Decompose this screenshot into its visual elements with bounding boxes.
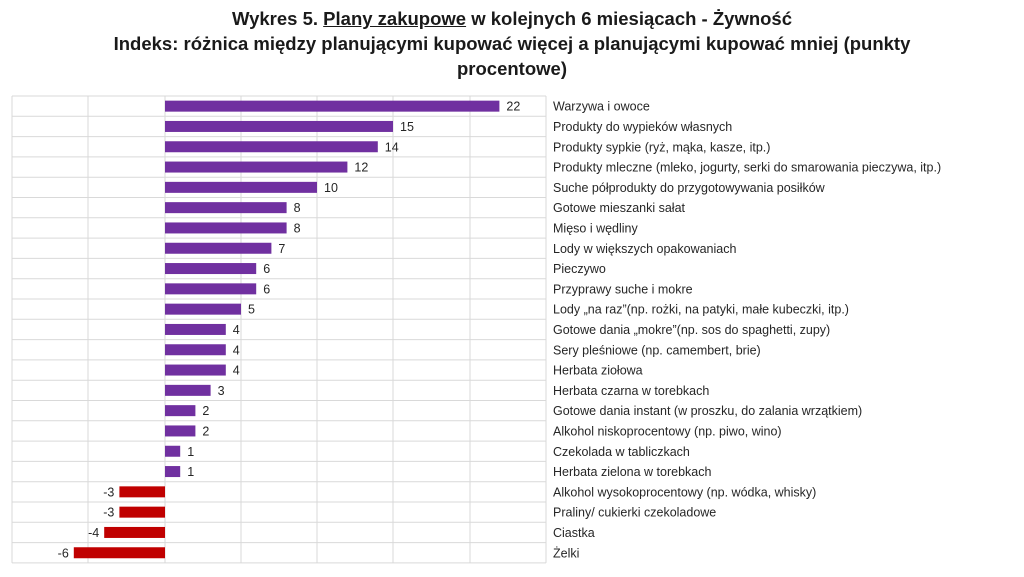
bar (165, 384, 211, 396)
bar (165, 344, 226, 356)
category-label: Produkty mleczne (mleko, jogurty, serki … (553, 161, 941, 175)
category-label: Gotowe mieszanki sałat (553, 201, 686, 215)
data-label: 8 (294, 221, 301, 235)
category-label: Lody „na raz”(np. rożki, na patyki, małe… (553, 303, 849, 317)
bar (119, 486, 165, 498)
data-label: 6 (263, 262, 270, 276)
bar (119, 506, 165, 518)
data-label: -4 (88, 526, 99, 540)
category-label: Gotowe dania „mokre”(np. sos do spaghett… (553, 323, 830, 337)
bar (165, 161, 348, 173)
bar (165, 181, 317, 193)
data-label: 22 (506, 100, 520, 114)
data-label: 4 (233, 323, 240, 337)
category-label: Alkohol niskoprocentowy (np. piwo, wino) (553, 424, 782, 438)
category-label: Ciastka (553, 526, 595, 540)
bar (165, 100, 500, 112)
data-label: 4 (233, 364, 240, 378)
category-label: Lody w większych opakowaniach (553, 242, 736, 256)
bar (165, 405, 196, 417)
data-label: 8 (294, 201, 301, 215)
bar (73, 547, 165, 559)
chart-subtitle: Indeks: różnica między planującymi kupow… (113, 33, 911, 79)
category-label: Mięso i wędliny (553, 221, 639, 235)
chart-title-underlined: Plany zakupowe (323, 8, 467, 29)
category-label: Herbata ziołowa (553, 364, 643, 378)
bar (104, 526, 165, 538)
category-label: Herbata zielona w torebkach (553, 465, 711, 479)
data-label: -6 (58, 546, 69, 560)
category-label: Sery pleśniowe (np. camembert, brie) (553, 343, 761, 357)
category-label: Pieczywo (553, 262, 606, 276)
category-label: Warzywa i owoce (553, 100, 650, 114)
data-label: 5 (248, 303, 255, 317)
category-label: Czekolada w tabliczkach (553, 445, 690, 459)
category-label: Suche półprodukty do przygotowywania pos… (553, 181, 826, 195)
category-label: Praliny/ cukierki czekoladowe (553, 506, 716, 520)
data-label: 1 (187, 445, 194, 459)
bar (165, 120, 393, 132)
chart-title: Wykres 5. Plany zakupowe w kolejnych 6 m… (0, 6, 1024, 31)
category-label: Przyprawy suche i mokre (553, 282, 693, 296)
data-label: 10 (324, 181, 338, 195)
category-label: Herbata czarna w torebkach (553, 384, 709, 398)
bar (165, 445, 181, 457)
bar (165, 364, 226, 376)
data-label: 12 (354, 161, 368, 175)
data-label: 3 (218, 384, 225, 398)
bar (165, 263, 257, 275)
bar (165, 303, 241, 315)
data-label: -3 (103, 506, 114, 520)
bar (165, 202, 287, 214)
bar (165, 222, 287, 234)
bar (165, 323, 226, 335)
bar (165, 466, 181, 478)
data-label: 2 (202, 404, 209, 418)
bar (165, 242, 272, 254)
chart-title-block: Wykres 5. Plany zakupowe w kolejnych 6 m… (0, 6, 1024, 81)
bar (165, 141, 378, 153)
data-label: 2 (202, 424, 209, 438)
bar (165, 425, 196, 437)
data-label: 7 (278, 242, 285, 256)
category-label: Produkty do wypieków własnych (553, 120, 732, 134)
data-label: 6 (263, 282, 270, 296)
chart-title-prefix: Wykres 5. (231, 8, 324, 29)
data-label: 14 (385, 140, 399, 154)
chart-title-suffix: w kolejnych 6 miesiącach - Żywność (466, 8, 793, 29)
category-label: Alkohol wysokoprocentowy (np. wódka, whi… (553, 485, 816, 499)
data-label: 15 (400, 120, 414, 134)
category-label: Żelki (553, 546, 579, 560)
data-label: 1 (187, 465, 194, 479)
category-label: Produkty sypkie (ryż, mąka, kasze, itp.) (553, 140, 770, 154)
category-label: Gotowe dania instant (w proszku, do zala… (553, 404, 862, 418)
bar (165, 283, 257, 295)
data-label: -3 (103, 485, 114, 499)
data-label: 4 (233, 343, 240, 357)
